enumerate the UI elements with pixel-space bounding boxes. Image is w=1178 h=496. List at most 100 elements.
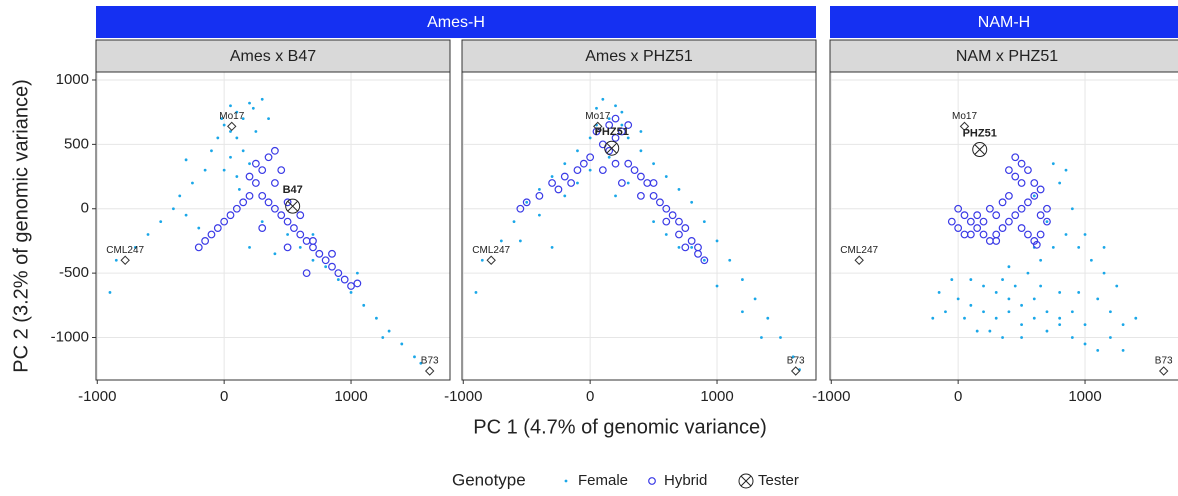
hybrid-point	[954, 224, 963, 232]
hybrid-point	[1005, 166, 1013, 175]
female-point	[248, 101, 251, 105]
y-tick-label: -500	[59, 264, 89, 281]
panel-border	[95, 71, 451, 381]
female-point	[171, 207, 175, 211]
female-point	[387, 329, 391, 333]
female-point	[576, 149, 579, 153]
hybrid-point	[605, 121, 614, 129]
hybrid-point	[985, 237, 994, 245]
female-point	[1058, 323, 1062, 327]
hybrid-point	[340, 275, 349, 284]
reference-label: Mo17	[952, 111, 977, 122]
hybrid-point	[637, 172, 645, 181]
x-tick-label: 0	[220, 388, 228, 405]
female-point	[235, 110, 239, 114]
hybrid-point	[296, 230, 305, 239]
hybrid-point	[309, 237, 317, 245]
female-point	[963, 316, 966, 320]
female-point	[1102, 245, 1106, 249]
female-point	[222, 168, 226, 172]
tester-point	[285, 198, 301, 214]
female-point	[677, 188, 681, 191]
x-tick-label: 0	[954, 388, 962, 405]
female-point	[1083, 233, 1087, 236]
female-point	[1064, 233, 1068, 236]
female-point	[1096, 348, 1100, 352]
tester-label: PHZ51	[963, 127, 997, 139]
legend-label: Tester	[758, 472, 799, 489]
x-tick-label: 1000	[1068, 388, 1101, 405]
hybrid-point	[700, 256, 709, 265]
facet-strip	[829, 39, 1178, 73]
female-point	[601, 97, 605, 101]
female-point	[969, 303, 973, 307]
hybrid-point	[258, 224, 267, 232]
female-point	[298, 245, 302, 249]
hybrid-point	[1024, 198, 1032, 207]
female-point	[931, 316, 935, 320]
female-point	[1109, 336, 1112, 339]
hybrid-point	[1017, 179, 1026, 187]
hybrid-point	[251, 179, 260, 187]
hybrid-point	[966, 230, 975, 239]
female-point	[286, 233, 289, 236]
female-point	[254, 130, 258, 133]
reference-marker	[424, 366, 435, 376]
female-point	[260, 97, 264, 101]
female-point	[753, 297, 757, 301]
hybrid-point	[315, 249, 324, 258]
x-tick-label: 1000	[334, 388, 367, 405]
female-point	[1089, 258, 1093, 262]
reference-marker	[959, 121, 970, 132]
female-point	[1096, 297, 1100, 301]
female-point	[114, 258, 118, 262]
female-point	[241, 149, 245, 153]
hybrid-point	[194, 243, 203, 252]
female-point	[355, 271, 359, 275]
hybrid-point	[1043, 217, 1051, 226]
hybrid-point	[220, 217, 229, 226]
x-tick-label: -1000	[444, 388, 482, 405]
hybrid-point	[251, 159, 260, 168]
female-point	[537, 188, 541, 191]
female-point	[260, 220, 264, 224]
female-point	[614, 194, 617, 198]
hybrid-point	[271, 146, 279, 155]
female-point	[728, 258, 732, 262]
hybrid-point	[560, 172, 569, 181]
female-point	[994, 316, 998, 320]
x-tick-label: -1000	[78, 388, 116, 405]
hybrid-point	[675, 217, 683, 226]
hybrid-point	[649, 191, 658, 200]
hybrid-point	[586, 153, 595, 162]
hybrid-point	[328, 262, 336, 271]
female-point	[1039, 284, 1043, 288]
female-point	[595, 106, 598, 110]
hybrid-point	[992, 237, 1001, 245]
hybrid-point	[579, 159, 588, 168]
female-point	[229, 130, 232, 133]
female-point	[273, 252, 277, 256]
female-point	[1007, 310, 1011, 314]
female-point	[1083, 323, 1087, 327]
female-point	[413, 355, 416, 359]
female-point	[690, 245, 694, 249]
female-point	[375, 316, 378, 320]
facet-label: Ames x B47	[230, 48, 316, 65]
hybrid-point	[947, 217, 956, 226]
hybrid-point	[226, 211, 235, 220]
hybrid-point	[1043, 204, 1051, 213]
hybrid-point	[302, 269, 311, 278]
hybrid-point	[637, 191, 645, 200]
female-point	[311, 258, 315, 262]
female-point	[178, 194, 182, 198]
hybrid-point	[283, 217, 292, 226]
hybrid-point	[334, 269, 343, 278]
female-point	[229, 155, 232, 159]
female-point	[664, 233, 668, 236]
female-point	[419, 361, 423, 365]
hybrid-point	[264, 153, 273, 162]
female-point	[1007, 297, 1011, 301]
hybrid-point	[271, 204, 279, 213]
female-point	[1064, 168, 1068, 172]
